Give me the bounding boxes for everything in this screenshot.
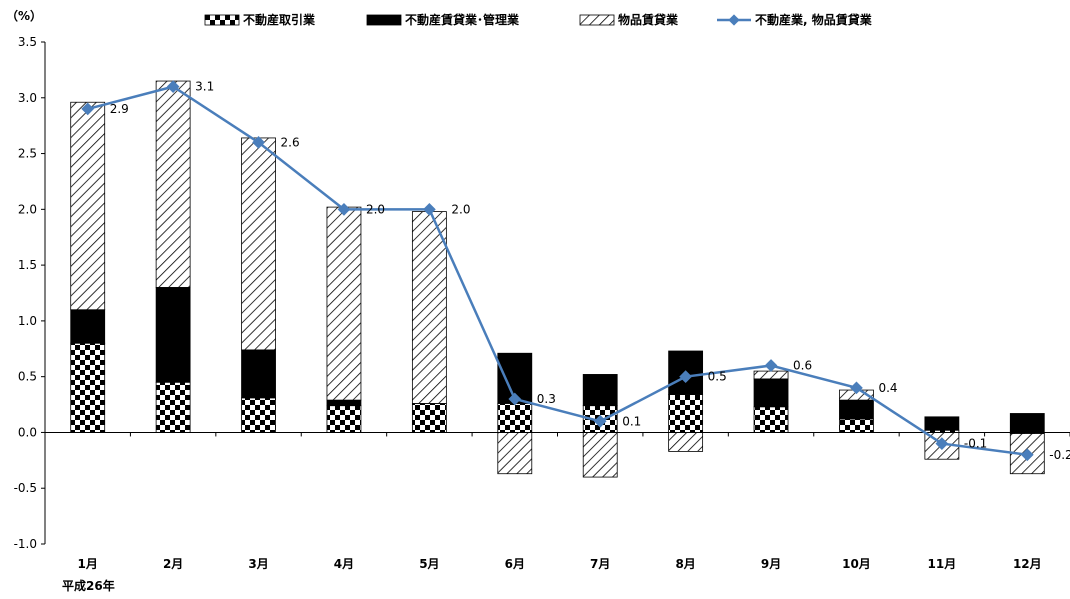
legend-swatch: [204, 14, 240, 26]
x-tick-label: 4月: [334, 557, 354, 571]
line-point: [764, 359, 778, 372]
bar-segment: [582, 374, 618, 407]
y-tick-label: 3.0: [18, 91, 37, 105]
bar-segment: [753, 378, 789, 408]
x-tick-label: 7月: [590, 557, 610, 571]
data-label: 2.0: [366, 202, 385, 216]
bar-segment: [668, 394, 704, 433]
x-tick-label: 2月: [163, 557, 183, 571]
bar-segment: [326, 206, 362, 401]
data-label: 3.1: [195, 80, 214, 94]
legend: 不動産取引業 不動産賃貸業･管理業 物品賃貸業 不動産業, 物品賃貸業: [204, 12, 873, 27]
bar-segment: [924, 416, 960, 431]
legend-swatch: [579, 14, 615, 26]
legend-label: 不動産取引業: [243, 12, 316, 27]
y-tick-label: 0.0: [18, 425, 37, 439]
bar-segment: [839, 399, 874, 420]
bar-segment: [241, 137, 276, 351]
x-tick-label: 5月: [419, 557, 439, 571]
legend-label: 不動産業, 物品賃貸業: [755, 12, 873, 27]
bar-segment: [582, 432, 618, 478]
data-label: 0.3: [537, 392, 556, 406]
y-axis-unit-label: （%）: [6, 8, 42, 23]
x-tick-label: 11月: [928, 557, 957, 571]
bar-segment: [241, 397, 276, 433]
x-tick-label: 9月: [761, 557, 781, 571]
bar-segment: [411, 211, 447, 404]
line-point: [337, 202, 351, 216]
series-line: [87, 85, 1028, 456]
bar-segment: [155, 80, 191, 288]
data-label: 2.6: [281, 135, 300, 149]
plot-area: 3.5 3.0 2.5 2.0 1.5 1.0 0.5 0.0 -0.5 -1.0 1月 2月 3月 4月…: [14, 35, 1070, 571]
bar-segment: [497, 432, 533, 475]
data-label: -0.1: [964, 437, 987, 451]
bar-segment: [668, 432, 704, 452]
data-label: 0.4: [878, 381, 897, 395]
y-tick-label: 0.5: [18, 370, 37, 384]
bar-segment: [241, 349, 276, 399]
x-tick-label: 1月: [78, 557, 98, 571]
line-point: [508, 392, 522, 406]
bar-segment: [411, 403, 447, 433]
bar-segment: [70, 101, 106, 311]
bar-segment: [497, 403, 533, 433]
x-tick-label: 12月: [1013, 557, 1042, 571]
bar-segment: [70, 342, 106, 433]
y-tick-label: 1.5: [18, 258, 37, 272]
bar-segment: [839, 418, 874, 433]
y-tick-label: 2.0: [18, 202, 37, 216]
y-tick-label: 1.0: [18, 314, 37, 328]
y-tick-label: -1.0: [14, 537, 37, 551]
x-tick-label: 6月: [505, 557, 525, 571]
bar-segment: [753, 406, 789, 433]
x-tick-label: 3月: [248, 557, 268, 571]
data-label: 2.0: [451, 202, 470, 216]
legend-label: 不動産賃貸業･管理業: [405, 12, 520, 27]
y-tick-label: 3.5: [18, 35, 37, 49]
legend-label: 物品賃貸業: [618, 12, 679, 27]
x-tick-label: 8月: [675, 557, 695, 571]
bar-segment: [155, 287, 191, 383]
data-label: 0.1: [622, 414, 641, 428]
data-label: 2.9: [110, 102, 129, 116]
line-point: [423, 202, 436, 216]
bar-segment: [155, 381, 191, 433]
legend-swatch: [366, 14, 402, 26]
bar-segment: [326, 399, 362, 407]
data-label: -0.2: [1049, 448, 1070, 462]
y-tick-label: -0.5: [14, 481, 37, 495]
data-label: 0.5: [708, 370, 727, 384]
data-label: 0.6: [793, 359, 812, 373]
y-tick-label: 2.5: [18, 147, 37, 161]
bar-segment: [326, 405, 362, 433]
bar-segment: [753, 370, 789, 380]
line-point: [166, 80, 180, 93]
legend-swatch-marker: [728, 14, 740, 26]
x-tick-label: 10月: [842, 557, 871, 571]
year-label: 平成26年: [62, 578, 115, 593]
bar-segment: [70, 309, 106, 344]
bar-segment: [1009, 413, 1045, 433]
bar-segment: [668, 350, 704, 395]
line-point: [1020, 448, 1034, 462]
